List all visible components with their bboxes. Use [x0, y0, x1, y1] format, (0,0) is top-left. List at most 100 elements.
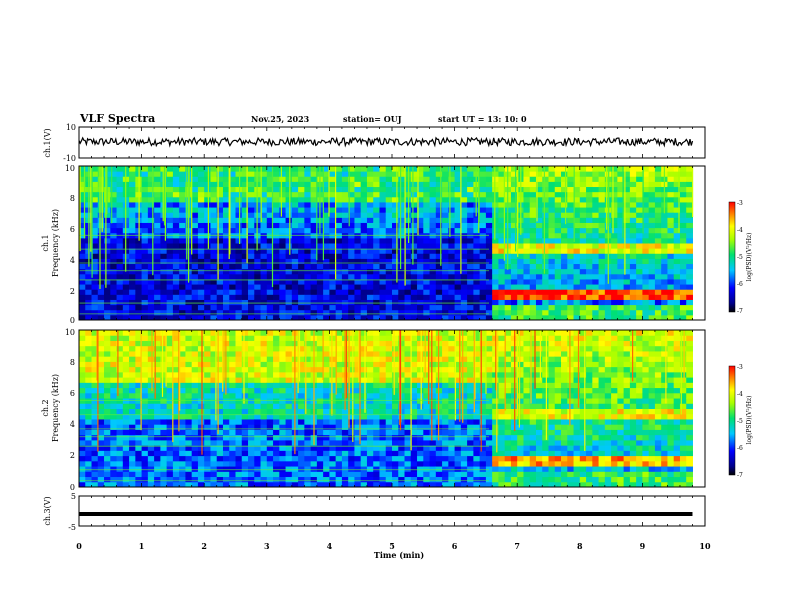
spectrogram-cell	[654, 171, 662, 177]
spectrogram-cell	[154, 350, 161, 357]
spectrogram-cell	[172, 450, 180, 457]
spectrogram-cell	[341, 466, 349, 472]
spectrogram-cell	[642, 253, 650, 259]
spectrogram-cell	[648, 212, 656, 218]
spectrogram-cell	[398, 377, 406, 383]
spectrogram-cell	[97, 335, 105, 341]
spectrogram-cell	[260, 392, 268, 399]
spectrogram-cell	[323, 217, 330, 223]
spectrogram-cell	[166, 382, 174, 389]
spectrogram-cell	[617, 176, 625, 182]
spectrogram-cell	[179, 366, 186, 373]
spectrogram-cell	[273, 340, 280, 347]
spectrogram-cell	[197, 471, 205, 478]
spectrogram-cell	[116, 248, 124, 254]
spectrogram-cell	[661, 237, 668, 244]
spectrogram-cell	[191, 217, 199, 223]
spectrogram-cell	[316, 278, 324, 285]
spectrogram-cell	[366, 299, 374, 306]
spectrogram-cell	[291, 476, 299, 483]
spectrogram-cell	[354, 258, 362, 265]
spectrogram-cell	[147, 371, 155, 378]
spectrogram-cell	[498, 278, 506, 285]
spectrogram-cell	[216, 445, 224, 451]
spectrogram-cell	[435, 439, 443, 446]
spectrogram-cell	[467, 237, 474, 244]
spectrogram-cell	[679, 309, 687, 316]
spectrogram-cell	[216, 371, 224, 378]
spectrogram-cell	[417, 450, 424, 457]
spectrogram-cell	[266, 471, 274, 478]
spectrogram-cell	[97, 455, 105, 462]
spectrogram-cell	[154, 284, 161, 290]
spectrogram-cell	[561, 176, 568, 182]
spectrogram-cell	[561, 314, 568, 321]
spectrogram-cell	[617, 207, 625, 213]
spectrogram-cell	[298, 227, 305, 234]
spectrogram-cell	[548, 166, 556, 172]
spectrogram-cell	[323, 243, 330, 249]
spectrogram-cell	[329, 408, 337, 415]
spectrogram-cell	[442, 455, 449, 462]
spectrogram-cell	[298, 361, 305, 368]
spectrogram-cell	[617, 171, 625, 177]
spectrogram-cell	[398, 181, 406, 188]
spectrogram-cell	[642, 299, 650, 306]
spectrogram-cell	[423, 196, 431, 203]
spectrogram-cell	[154, 330, 161, 336]
spectrogram-cell	[448, 171, 456, 177]
spectrogram-cell	[279, 171, 287, 177]
spectrogram-cell	[617, 284, 625, 290]
spectrogram-cell	[248, 340, 255, 347]
spectrogram-cell	[654, 268, 662, 275]
spectrogram-cell	[598, 263, 606, 270]
spectrogram-cell	[636, 186, 643, 193]
spectrogram-cell	[360, 166, 368, 172]
spectrogram-cell	[354, 403, 362, 409]
spectrogram-cell	[304, 429, 312, 436]
spectrogram-cell	[366, 278, 374, 285]
spectrogram-cell	[323, 460, 330, 467]
spectrogram-cell	[254, 471, 262, 478]
spectrogram-cell	[417, 377, 424, 383]
spectrogram-cell	[473, 237, 481, 244]
spectrogram-cell	[429, 171, 437, 177]
spectrogram-cell	[79, 382, 86, 389]
spectrogram-cell	[479, 439, 487, 446]
spectrogram-cell	[166, 166, 174, 172]
spectrogram-cell	[97, 466, 105, 472]
spectrogram-cell	[172, 455, 180, 462]
spectrogram-cell	[341, 413, 349, 420]
spectrogram-cell	[636, 166, 643, 172]
spectrogram-cell	[229, 237, 236, 244]
spectrogram-cell	[204, 377, 211, 383]
spectrogram-cell	[191, 289, 199, 295]
spectrogram-cell	[216, 299, 224, 306]
spectrogram-cell	[266, 434, 274, 441]
ch1-freq-tick-0: 0	[70, 316, 75, 325]
spectrogram-cell	[467, 304, 474, 311]
spectrogram-burst	[396, 166, 398, 283]
spectrogram-cell	[248, 294, 255, 300]
spectrogram-cell	[529, 207, 537, 213]
spectrogram-cell	[366, 471, 374, 478]
spectrogram-cell	[204, 309, 211, 316]
spectrogram-cell	[617, 299, 625, 306]
spectrogram-cell	[141, 445, 149, 451]
spectrogram-cell	[535, 263, 543, 270]
spectrogram-cell	[360, 439, 368, 446]
spectrogram-cell	[360, 273, 368, 280]
spectrogram-cell	[410, 171, 418, 177]
spectrogram-cell	[686, 289, 693, 295]
spectrogram-cell	[304, 340, 312, 347]
spectrogram-cell	[341, 476, 349, 483]
spectrogram-cell	[97, 217, 105, 223]
spectrogram-cell	[79, 248, 86, 254]
spectrogram-cell	[360, 227, 368, 234]
spectrogram-cell	[673, 222, 681, 229]
spectrogram-cell	[323, 335, 330, 341]
spectrogram-cell	[366, 176, 374, 182]
spectrogram-cell	[285, 207, 293, 213]
spectrogram-cell	[636, 237, 643, 244]
spectrogram-cell	[154, 408, 161, 415]
